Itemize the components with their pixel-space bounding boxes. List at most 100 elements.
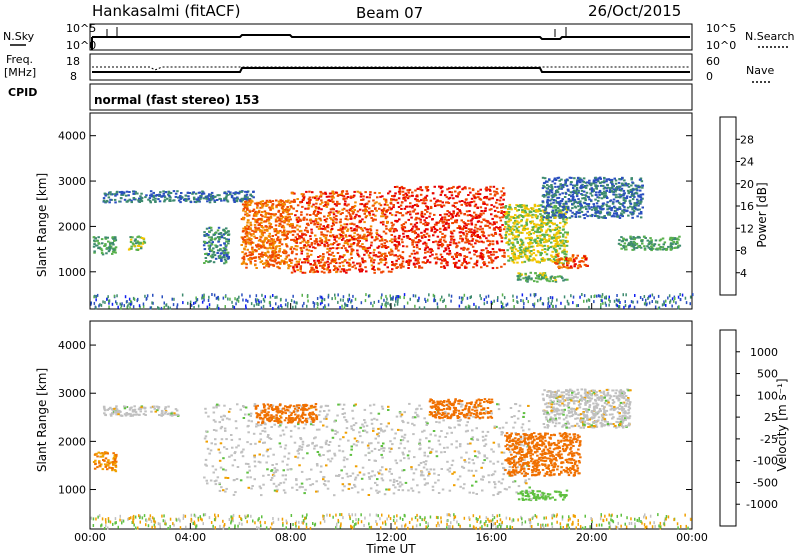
- power_panel-cell: [463, 259, 466, 262]
- power_panel-cell: [280, 260, 284, 263]
- power_panel-cell: [366, 202, 369, 205]
- power_panel-cell: [639, 202, 642, 205]
- power_panel-cell: [519, 204, 522, 207]
- power_panel-cell: [577, 189, 580, 192]
- power_panel-cell: [185, 199, 188, 202]
- power_panel-cell: [252, 196, 255, 199]
- power_panel-cell: [178, 196, 181, 199]
- power_panel-cell: [433, 213, 436, 216]
- power_panel-cell: [378, 239, 382, 242]
- power_panel-noise-cell: [622, 293, 624, 297]
- power_panel-cell: [405, 196, 408, 199]
- power_panel-cell: [324, 237, 328, 240]
- power_panel-cell: [476, 255, 479, 258]
- power_panel-cell: [111, 247, 115, 250]
- power_panel-noise-cell: [142, 304, 145, 308]
- power_panel-cell: [525, 277, 529, 280]
- power_panel-cell: [263, 246, 267, 249]
- power_panel-cell: [320, 199, 323, 202]
- power_panel-cell: [279, 203, 282, 206]
- power_panel-cell: [341, 208, 344, 211]
- power_panel-cell: [271, 255, 274, 258]
- power_panel-cell: [594, 191, 598, 194]
- power_panel-cell: [558, 216, 562, 219]
- power_panel-cell: [169, 196, 172, 199]
- power_panel-cell: [569, 209, 572, 212]
- power_panel-cell: [306, 261, 310, 264]
- power_panel-cell: [315, 195, 318, 198]
- power_panel-noise-cell: [629, 304, 631, 308]
- power_panel-cell: [603, 215, 606, 217]
- power_panel-cell: [380, 243, 383, 246]
- power_panel-cell: [247, 225, 251, 228]
- power_panel-noise-cell: [169, 306, 171, 310]
- power_panel-cell: [372, 213, 375, 216]
- power_panel-cell: [670, 245, 673, 248]
- power_panel-cell: [541, 209, 545, 212]
- power_panel-cell: [475, 230, 479, 233]
- power_panel-noise-cell: [245, 306, 247, 310]
- power_panel-cell: [225, 253, 229, 256]
- power_panel-cell: [352, 238, 355, 240]
- power_panel-cell: [194, 192, 198, 195]
- power_panel-cell: [516, 275, 519, 278]
- power_panel-cell: [631, 181, 634, 184]
- power_panel-cell: [526, 218, 529, 221]
- power_panel-noise-cell: [403, 293, 406, 297]
- power_panel-cell: [328, 213, 331, 216]
- power_panel-cell: [536, 231, 539, 234]
- power_panel-cell: [300, 200, 303, 203]
- power_panel-cell: [323, 240, 326, 243]
- power_panel-cell: [504, 213, 507, 215]
- power_panel-cell: [474, 235, 477, 237]
- power_panel-cell: [520, 246, 523, 249]
- power_panel-cell: [412, 225, 415, 228]
- power_panel-noise-cell: [274, 295, 276, 299]
- power_panel-noise-cell: [458, 296, 461, 300]
- power_panel-cell: [341, 194, 345, 197]
- power_panel-noise-cell: [679, 293, 681, 296]
- power_panel-cell: [271, 235, 274, 237]
- power_panel-region-9: [516, 271, 569, 283]
- power_panel-noise-cell: [99, 303, 101, 307]
- power_panel-cell: [310, 232, 314, 235]
- power_panel-cell: [271, 247, 275, 249]
- power_panel-cell: [345, 197, 348, 200]
- power_panel-cell: [580, 184, 583, 187]
- power_panel-cell: [406, 197, 410, 200]
- power_panel-cell: [127, 194, 130, 197]
- power_panel-cell: [377, 245, 381, 248]
- power_panel-cell: [328, 271, 332, 273]
- power_panel-noise-cell: [327, 293, 330, 297]
- power_panel-cell: [602, 180, 606, 183]
- power_panel-cell: [451, 222, 454, 225]
- power_panel-cell: [630, 212, 633, 215]
- power_panel-cell: [289, 223, 293, 226]
- power_panel-cell: [310, 219, 313, 222]
- power_panel-cell: [326, 202, 330, 205]
- power_panel-cell: [285, 261, 288, 264]
- power_panel-cell: [631, 206, 634, 209]
- power_panel-cell: [390, 207, 393, 210]
- power_panel-cell: [245, 203, 248, 206]
- power_panel-cell: [349, 227, 353, 230]
- power_panel-cell: [452, 238, 456, 241]
- power_panel-cell: [301, 271, 304, 274]
- power_panel-noise-cell: [550, 302, 552, 306]
- power_panel-cell: [220, 234, 224, 237]
- power_panel-noise-cell: [217, 297, 220, 301]
- nave-tick-top: 60: [706, 55, 720, 68]
- power_panel-cell: [517, 221, 521, 224]
- power_panel-cell: [480, 221, 483, 224]
- power_panel-cell: [115, 193, 119, 196]
- power_panel-noise-cell: [406, 301, 409, 305]
- power_panel-cell: [472, 231, 475, 234]
- power_panel-cell: [329, 253, 333, 256]
- power_panel-cell: [534, 254, 538, 257]
- power_panel-cell: [225, 231, 229, 234]
- power_panel-cell: [345, 193, 348, 195]
- power_panel-noise-cell: [486, 300, 488, 304]
- power_panel-cell: [317, 207, 321, 210]
- power_panel-noise-cell: [500, 300, 502, 304]
- power_panel-cell: [244, 228, 247, 231]
